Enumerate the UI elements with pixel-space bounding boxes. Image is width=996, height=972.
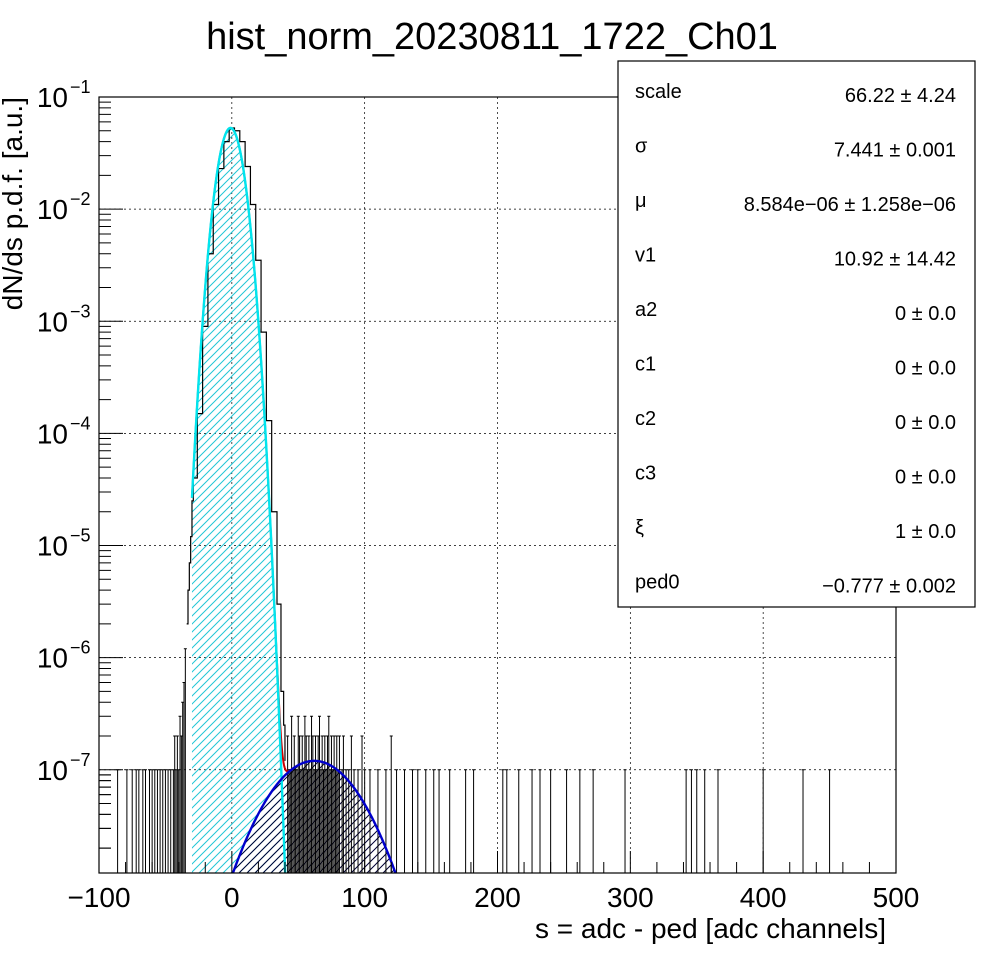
y-tick-exponent: −2: [70, 189, 91, 209]
y-tick-label: 10: [37, 531, 68, 562]
stats-param-name: μ: [635, 190, 647, 212]
y-tick-exponent: −7: [70, 750, 91, 770]
stats-param-name: ped0: [635, 572, 680, 594]
stats-param-name: σ: [635, 136, 648, 158]
x-tick-label: 500: [873, 882, 920, 913]
y-axis-label: dN/ds p.d.f. [a.u.]: [0, 97, 28, 310]
x-tick-label: 0: [224, 882, 240, 913]
y-tick-exponent: −4: [70, 413, 91, 433]
y-tick-exponent: −5: [70, 526, 91, 546]
stats-param-name: a2: [635, 299, 657, 321]
pedestal-fit-curve: [190, 126, 287, 873]
x-tick-label: 200: [474, 882, 521, 913]
x-tick-label: 400: [740, 882, 787, 913]
stats-param-name: v1: [635, 245, 656, 267]
stats-param-value: 1 ± 0.0: [895, 521, 956, 543]
y-tick-label: 10: [37, 82, 68, 113]
stats-param-value: −0.777 ± 0.002: [822, 576, 956, 598]
x-axis-label: s = adc - ped [adc channels]: [535, 913, 886, 944]
stats-param-value: 7.441 ± 0.001: [834, 140, 956, 162]
histogram-sparse-bins: [116, 648, 832, 873]
x-tick-label: 300: [607, 882, 654, 913]
pedestal-fit-fill: [191, 127, 288, 873]
chart-title: hist_norm_20230811_1722_Ch01: [206, 16, 778, 58]
stats-param-value: 8.584e−06 ± 1.258e−06: [744, 194, 956, 216]
stats-box: scale 66.22 ± 4.24 σ 7.441 ± 0.001 μ 8.584e−0…: [617, 60, 976, 608]
stats-param-name: c2: [635, 408, 656, 430]
signal-fit-curve: [231, 759, 397, 873]
stats-param-value: 0 ± 0.0: [895, 303, 956, 325]
stats-param-name: scale: [635, 81, 682, 103]
stats-param-value: 0 ± 0.0: [895, 467, 956, 489]
y-tick-exponent: −3: [70, 301, 91, 321]
y-tick-label: 10: [37, 755, 68, 786]
y-axis-ticks: 10−110−210−310−410−510−610−7: [37, 77, 123, 849]
stats-param-value: 10.92 ± 14.42: [834, 249, 956, 271]
y-tick-label: 10: [37, 306, 68, 337]
y-tick-exponent: −6: [70, 638, 91, 658]
stats-param-name: ξ: [635, 517, 644, 539]
x-tick-label: 100: [341, 882, 388, 913]
stats-param-value: 66.22 ± 4.24: [845, 85, 956, 107]
y-tick-label: 10: [37, 643, 68, 674]
y-tick-label: 10: [37, 194, 68, 225]
y-tick-label: 10: [37, 418, 68, 449]
x-tick-label: −100: [67, 882, 130, 913]
stats-param-name: c1: [635, 354, 656, 376]
x-axis-ticks: −100 0 100 200 300 400 500: [67, 851, 919, 913]
stats-param-name: c3: [635, 463, 656, 485]
stats-param-value: 0 ± 0.0: [895, 358, 956, 380]
y-tick-exponent: −1: [70, 77, 91, 97]
stats-param-value: 0 ± 0.0: [895, 412, 956, 434]
